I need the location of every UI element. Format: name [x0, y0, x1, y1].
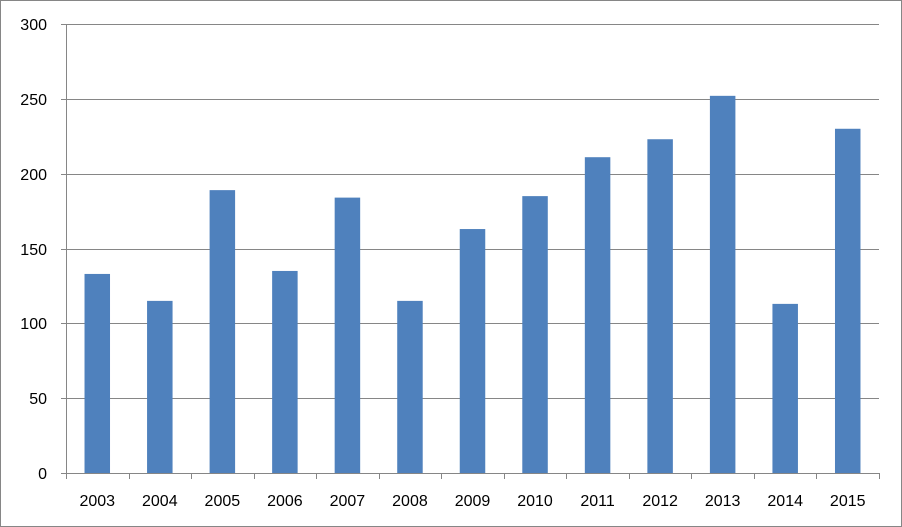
- bar-2012: [647, 139, 673, 474]
- bar-2003: [84, 273, 111, 473]
- y-tick-label: 150: [20, 242, 47, 259]
- x-tick-label: 2008: [392, 493, 428, 510]
- bar-2013: [709, 95, 736, 473]
- y-tick-label: 300: [20, 17, 47, 34]
- bar-2015: [834, 128, 861, 473]
- bars: [84, 95, 861, 474]
- bar-2004: [147, 300, 173, 473]
- x-tick-label: 2012: [642, 493, 678, 510]
- bar-2005: [209, 190, 236, 473]
- bar-2009: [459, 229, 486, 473]
- gridlines: [61, 24, 879, 399]
- bar-2010: [522, 196, 548, 473]
- x-tick-label: 2005: [205, 493, 241, 510]
- y-tick-label: 50: [29, 391, 47, 408]
- x-tick-label: 2003: [79, 493, 115, 510]
- x-tick-label: 2013: [705, 493, 741, 510]
- y-tick-label: 250: [20, 92, 47, 109]
- x-tick-label: 2004: [142, 493, 178, 510]
- y-tick-labels: 0 50 100 150 200 250 300: [20, 17, 47, 483]
- bar-2007: [334, 197, 361, 474]
- y-tick-label: 0: [38, 466, 47, 483]
- bar-2008: [397, 300, 423, 473]
- x-tick-label: 2014: [767, 493, 803, 510]
- x-tick-labels: 2003 2004 2005 2006 2007 2008 2009 2010 2011 2012…: [79, 493, 865, 510]
- x-tick-label: 2015: [830, 493, 866, 510]
- y-tick-label: 100: [20, 316, 47, 333]
- x-tick-label: 2011: [580, 493, 615, 510]
- bar-2011: [584, 157, 611, 473]
- x-tick-label: 2010: [517, 493, 553, 510]
- bar-2006: [272, 270, 298, 473]
- bar-2014: [772, 303, 798, 473]
- x-tick-label: 2006: [267, 493, 303, 510]
- x-tick-label: 2007: [330, 493, 366, 510]
- axes: [61, 24, 880, 479]
- x-tick-label: 2009: [455, 493, 491, 510]
- y-tick-label: 200: [20, 167, 47, 184]
